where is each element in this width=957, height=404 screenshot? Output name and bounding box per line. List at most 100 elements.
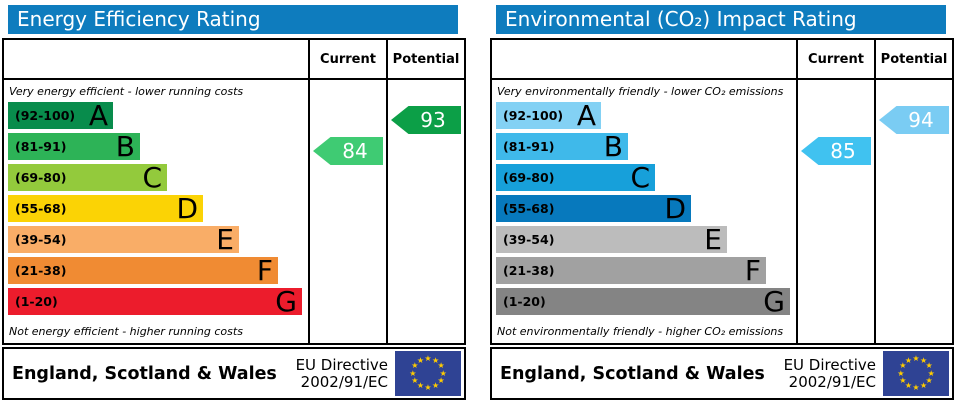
eu-star-icon: ★: [912, 383, 920, 393]
eu-directive-label: EU Directive 2002/91/EC: [295, 355, 388, 391]
potential-column-header: Potential: [874, 40, 952, 78]
eu-star-icon: ★: [439, 368, 447, 378]
bands: (92-100) A (81-91) B (69: [492, 102, 796, 319]
current-column: 85: [796, 80, 874, 343]
current-column-header: Current: [308, 40, 386, 78]
band-d: (55-68) D: [8, 192, 203, 225]
eu-directive-line2: 2002/91/EC: [300, 372, 388, 391]
potential-rating-arrow: 94: [879, 106, 949, 134]
panel-title-bar: Environmental (CO₂) Impact Rating: [496, 5, 946, 34]
top-note: Very environmentally friendly - lower CO…: [497, 85, 784, 98]
current-rating-value: 85: [830, 139, 856, 163]
energy-efficiency-panel: Energy Efficiency Rating Current Potenti…: [2, 2, 467, 400]
eu-star-icon: ★: [411, 361, 419, 371]
eu-star-icon: ★: [437, 375, 445, 385]
eu-star-icon: ★: [431, 355, 440, 365]
band-range-label: (21-38): [503, 263, 555, 278]
potential-rating-value: 94: [908, 108, 934, 132]
eu-star-icon: ★: [424, 383, 432, 393]
eu-star-icon: ★: [925, 375, 933, 385]
band-c: (69-80) C: [496, 161, 655, 194]
band-letter: A: [88, 99, 108, 132]
eu-directive-line1: EU Directive: [295, 355, 388, 374]
band-range-label: (92-100): [503, 108, 564, 123]
rating-table: Current Potential Very energy efficient …: [2, 38, 466, 345]
panel-title-bar: Energy Efficiency Rating: [8, 5, 458, 34]
region-label: England, Scotland & Wales: [500, 363, 765, 384]
panel-footer: England, Scotland & Wales EU Directive 2…: [490, 347, 954, 400]
band-row: (92-100) A: [8, 99, 308, 132]
band-f: (21-38) F: [8, 254, 278, 287]
top-note: Very energy efficient - lower running co…: [9, 85, 244, 98]
band-a: (92-100) A: [8, 99, 113, 132]
band-letter: C: [142, 161, 162, 194]
band-range-label: (21-38): [15, 263, 67, 278]
band-letter: B: [115, 130, 135, 163]
band-range-label: (55-68): [15, 201, 67, 216]
eu-star-icon: ★: [424, 353, 432, 363]
eu-star-icon: ★: [409, 368, 417, 378]
eu-star-icon: ★: [912, 353, 920, 363]
table-header-row: Current Potential: [4, 40, 464, 80]
band-b: (81-91) B: [8, 130, 140, 163]
potential-rating-arrow: 93: [391, 106, 461, 134]
eu-star-icon: ★: [416, 355, 424, 365]
eu-star-icon: ★: [431, 381, 440, 391]
band-c: (69-80) C: [8, 161, 167, 194]
band-range-label: (39-54): [15, 232, 67, 247]
band-row: (39-54) E: [496, 226, 796, 254]
band-letter: G: [275, 285, 297, 318]
chart-header-cell: [4, 40, 308, 78]
band-row: (81-91) B: [8, 130, 308, 163]
band-row: (55-68) D: [8, 192, 308, 225]
eu-directive-line2: 2002/91/EC: [788, 372, 876, 391]
eu-star-icon: ★: [897, 368, 905, 378]
bottom-note: Not environmentally friendly - higher CO…: [497, 325, 784, 338]
band-letter: B: [603, 130, 623, 163]
band-row: (21-38) F: [496, 257, 796, 285]
current-rating-arrow: 85: [801, 137, 871, 165]
band-row: (1-20) G: [8, 285, 308, 318]
potential-rating-value: 93: [420, 108, 446, 132]
chart-header-cell: [492, 40, 796, 78]
band-a: (92-100) A: [496, 102, 601, 130]
panel-footer: England, Scotland & Wales EU Directive 2…: [2, 347, 466, 400]
band-row: (69-80) C: [496, 161, 796, 194]
band-range-label: (69-80): [15, 170, 67, 185]
bottom-note: Not energy efficient - higher running co…: [9, 325, 243, 338]
band-letter: D: [176, 192, 198, 225]
region-label: England, Scotland & Wales: [12, 363, 277, 384]
eu-star-icon: ★: [927, 368, 935, 378]
rating-table: Current Potential Very environmentally f…: [490, 38, 954, 345]
band-row: (81-91) B: [496, 130, 796, 163]
bands: (92-100) A (81-91) B (69: [4, 102, 308, 319]
panel-title: Environmental (CO₂) Impact Rating: [505, 7, 857, 31]
band-letter: C: [630, 161, 650, 194]
current-rating-value: 84: [342, 139, 368, 163]
eu-star-icon: ★: [919, 355, 928, 365]
table-header-row: Current Potential: [492, 40, 952, 80]
potential-column: 93: [386, 80, 464, 343]
eu-directive-label: EU Directive 2002/91/EC: [784, 356, 876, 391]
band-letter: F: [256, 254, 273, 287]
eu-star-icon: ★: [416, 381, 424, 391]
band-range-label: (39-54): [503, 232, 555, 247]
current-column-header: Current: [796, 40, 874, 78]
co2-impact-panel: Environmental (CO₂) Impact Rating Curren…: [490, 2, 955, 400]
current-rating-arrow: 84: [313, 137, 383, 165]
eu-star-icon: ★: [411, 375, 419, 385]
table-body: Very environmentally friendly - lower CO…: [492, 80, 952, 343]
current-column: 84: [308, 80, 386, 343]
band-letter: D: [664, 192, 686, 225]
table-body: Very energy efficient - lower running co…: [4, 80, 464, 343]
band-row: (92-100) A: [496, 102, 796, 130]
band-f: (21-38) F: [496, 257, 766, 285]
eu-star-icon: ★: [925, 361, 933, 371]
band-e: (39-54) E: [496, 226, 727, 254]
band-range-label: (55-68): [503, 201, 555, 216]
band-row: (55-68) D: [496, 192, 796, 225]
potential-column: 94: [874, 80, 952, 343]
band-b: (81-91) B: [496, 130, 628, 163]
band-range-label: (81-91): [15, 139, 67, 154]
